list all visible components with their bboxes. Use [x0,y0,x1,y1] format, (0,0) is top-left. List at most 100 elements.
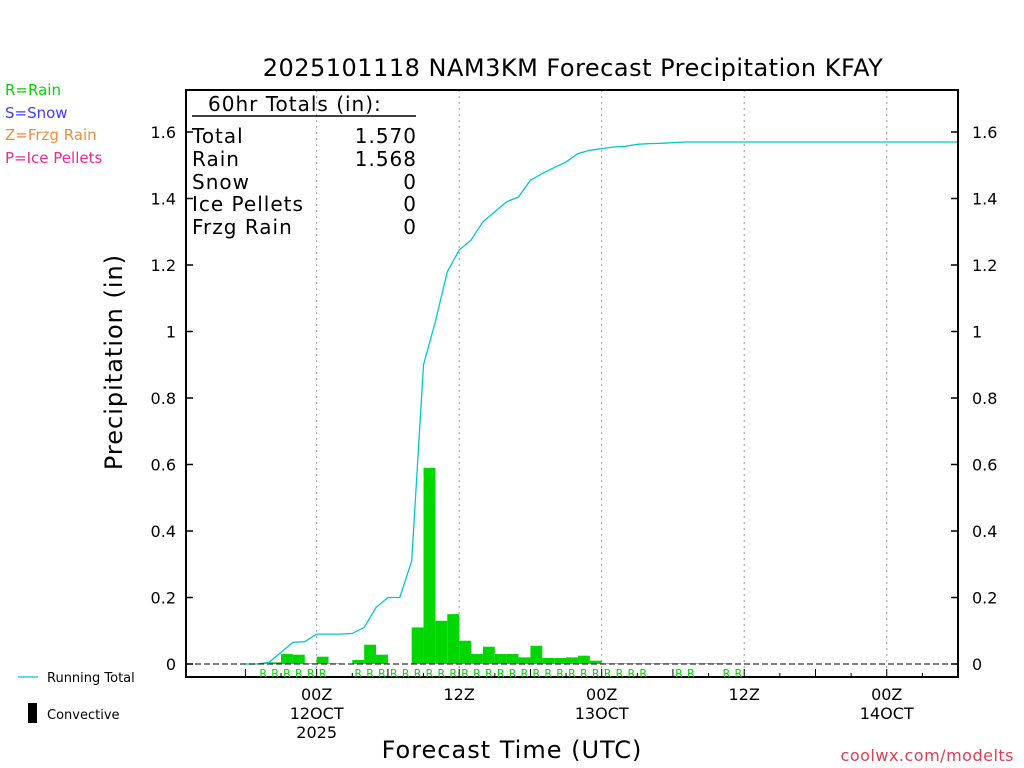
totals-value-frzg-rain: 0 [403,215,417,239]
x-axis-label: Forecast Time (UTC) [382,736,643,764]
precip-bar [447,614,460,664]
legend-snow: S=Snow [5,103,68,122]
y-tick-label-left: 0.2 [151,589,176,608]
ptype-mark: R [319,667,327,680]
x-tick-label: 12Z [444,685,475,704]
totals-title: 60hr Totals (in): [208,92,382,116]
precip-bar [506,654,519,664]
y-tick-label-right: 1.2 [972,256,997,275]
y-tick-label-left: 1.4 [151,190,176,209]
credit-text: coolwx.com/modelts [841,746,1014,765]
legend-rain: R=Rain [5,81,61,99]
x-tick-label: 00Z [301,685,332,704]
running-total-line [245,141,958,665]
y-tick-label-right: 0.6 [972,456,997,475]
x-tick-label: 13OCT [575,704,629,723]
precip-bar [708,663,721,664]
ptype-mark: R [378,667,386,680]
ptype-mark: R [461,667,469,680]
ptype-mark: R [509,667,517,680]
precip-bar [269,662,282,664]
ptype-mark: R [497,667,505,680]
ptype-mark: R [438,667,446,680]
x-tick-label: 14OCT [860,704,914,723]
ptype-mark: R [734,667,742,680]
precip-bar [376,654,388,664]
plot-frame [185,89,959,678]
precip-bars [257,467,733,664]
legend-ice-pellets: P=Ice Pellets [5,148,103,167]
precip-bar [554,658,567,664]
legend-frzg-rain: Z=Frzg Rain [5,126,97,144]
precip-bar [423,467,436,664]
ptype-mark: R [283,667,291,680]
totals-value-rain: 1.568 [355,147,417,171]
totals-label-snow: Snow [192,170,250,194]
precip-bar [589,660,602,664]
totals-label-frzg-rain: Frzg Rain [192,215,293,239]
y-tick-label-right: 0 [972,655,982,674]
y-tick-label-left: 1.6 [151,123,176,142]
precip-bar [566,657,578,664]
precip-bar [672,663,685,664]
precip-bar [316,656,329,664]
precip-bar [482,646,495,664]
y-tick-label-right: 1 [972,323,982,342]
ptype-mark: R [568,667,576,680]
y-tick-label-left: 0.4 [151,522,176,541]
precip-bar [304,663,317,664]
ptype-mark: R [449,667,457,680]
precip-bar [494,654,507,664]
ptype-mark: R [628,667,636,680]
ptype-mark: R [259,667,267,680]
ptype-mark: R [639,667,647,680]
chart-title: 2025101118 NAM3KM Forecast Precipitation… [263,54,884,82]
x-tick-label: 12OCT [290,704,344,723]
y-tick-label-right: 1.6 [972,123,997,142]
y-tick-label-left: 1.2 [151,256,176,275]
precip-bar [352,660,365,664]
ptype-mark: R [533,667,541,680]
totals-label-rain: Rain [192,147,240,171]
precip-bar [577,655,590,664]
y-tick-label-left: 0 [166,655,176,674]
precip-bar [530,645,543,664]
precip-bar [435,620,448,664]
ptype-mark: R [307,667,315,680]
y-tick-label-right: 0.4 [972,522,997,541]
precip-bar [292,654,305,664]
ptype-mark: R [485,667,493,680]
ptype-mark: R [390,667,398,680]
ptype-mark: R [426,667,434,680]
precip-bar [518,657,531,664]
y-tick-label-right: 1.4 [972,190,997,209]
y-tick-label-left: 0.8 [151,389,176,408]
precip-bar [411,627,424,664]
x-tick-label: 2025 [296,723,337,742]
totals-label-total: Total [191,124,244,148]
totals-value-total: 1.570 [355,124,417,148]
x-tick-label: 00Z [586,685,617,704]
totals-value-ice-pellets: 0 [403,192,417,216]
ptype-mark: R [295,667,303,680]
ptype-mark: R [271,667,279,680]
precip-bar [601,663,614,664]
ptype-mark: R [521,667,529,680]
grid-lines [316,90,888,677]
x-tick-label: 12Z [729,685,760,704]
y-axis-ticks: 0 00.2 0.20.4 0.40.6 0.60.8 0.81 11.2 1.21.4 1.4… [151,123,998,674]
ptype-mark: R [592,667,600,680]
ptype-mark: R [675,667,683,680]
x-tick-label: 00Z [871,685,902,704]
ptype-mark: R [354,667,362,680]
precip-bar [542,658,555,664]
precip-bar [281,654,293,664]
precip-bar [471,654,483,664]
y-tick-label-right: 0.2 [972,589,997,608]
totals-value-snow: 0 [403,170,417,194]
precip-bar [459,640,472,664]
ptype-mark: R [544,667,552,680]
